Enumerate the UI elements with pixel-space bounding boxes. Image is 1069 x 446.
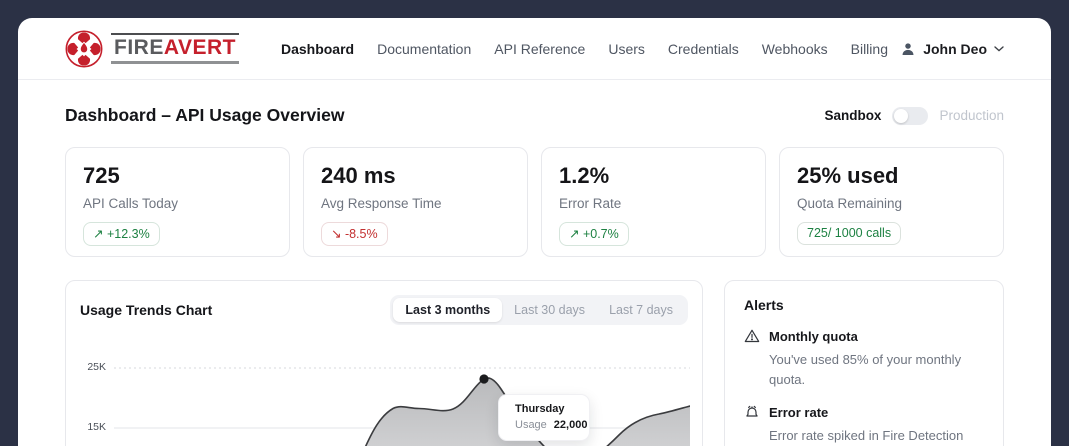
range-last-7-days[interactable]: Last 7 days: [597, 298, 685, 322]
environment-switcher: Sandbox Production: [824, 106, 1004, 125]
alert-description: Error rate spiked in Fire Detection API …: [769, 428, 964, 443]
tooltip-day: Thursday: [515, 403, 565, 415]
alert-description: You've used 85% of your monthly quota.: [769, 352, 962, 387]
alert-title: Error rate: [769, 404, 829, 420]
range-last-30-days[interactable]: Last 30 days: [502, 298, 597, 322]
nav-item-users[interactable]: Users: [608, 40, 645, 57]
dashboard-content: Dashboard – API Usage Overview Sandbox P…: [18, 105, 1051, 446]
stat-label: Avg Response Time: [321, 196, 442, 211]
fireavert-cross-flame-icon: [65, 30, 103, 67]
stat-value: 1.2%: [559, 163, 610, 188]
top-navigation-bar: FIREAVERT Dashboard Documentation API Re…: [18, 18, 1051, 80]
stat-label: Quota Remaining: [797, 196, 903, 211]
alerts-title: Alerts: [744, 297, 784, 313]
stat-card-quota: 25% used Quota Remaining 725/ 1000 calls: [779, 147, 1004, 257]
chart-title: Usage Trends Chart: [80, 302, 213, 318]
usage-line: [364, 377, 690, 446]
user-name: John Deo: [923, 40, 987, 57]
stat-card-error-rate: 1.2% Error Rate ↗ +0.7%: [541, 147, 766, 257]
main-nav: Dashboard Documentation API Reference Us…: [281, 41, 888, 57]
alert-error-rate: Error rate Error rate spiked in Fire Det…: [744, 404, 984, 446]
wordmark-avert: AVERT: [163, 36, 236, 60]
chart-tooltip: Thursday Usage 22,000: [498, 394, 590, 441]
usage-area-chart-svg: [114, 367, 690, 446]
usage-area-fill: [365, 378, 690, 446]
stat-card-row: 725 API Calls Today ↗ +12.3% 240 ms Avg …: [65, 147, 1004, 257]
alert-monthly-quota: Monthly quota You've used 85% of your mo…: [744, 328, 984, 389]
page-title: Dashboard – API Usage Overview: [65, 105, 345, 125]
stat-card-api-calls: 725 API Calls Today ↗ +12.3%: [65, 147, 290, 257]
quota-badge: 725/ 1000 calls: [797, 222, 902, 245]
fireavert-wordmark: FIREAVERT: [111, 33, 239, 64]
range-last-3-months[interactable]: Last 3 months: [393, 298, 503, 322]
env-toggle[interactable]: [892, 106, 929, 125]
stat-card-response-time: 240 ms Avg Response Time ↘ -8.5%: [303, 147, 528, 257]
trend-badge: ↗ +12.3%: [83, 222, 160, 246]
trend-badge: ↗ +0.7%: [559, 222, 629, 246]
alerts-panel: Alerts Monthly quota You've used 85% of …: [724, 280, 1004, 446]
alert-title: Monthly quota: [769, 328, 858, 344]
user-menu[interactable]: John Deo: [900, 41, 1004, 57]
time-range-segmented-control: Last 3 months Last 30 days Last 7 days: [390, 295, 688, 325]
tooltip-metric-label: Usage: [515, 419, 547, 431]
nav-item-billing[interactable]: Billing: [850, 40, 888, 57]
usage-trends-chart[interactable]: 25K 15K: [80, 338, 690, 446]
stat-label: Error Rate: [559, 196, 622, 211]
y-axis-tick-15k: 15K: [87, 421, 106, 433]
fireavert-logo[interactable]: FIREAVERT: [65, 30, 239, 68]
highlighted-data-point: [479, 374, 489, 384]
nav-item-credentials[interactable]: Credentials: [667, 40, 739, 57]
nav-item-api-reference[interactable]: API Reference: [494, 40, 586, 57]
warning-triangle-icon: [744, 329, 760, 343]
alarm-bell-icon: [746, 405, 758, 417]
nav-item-documentation[interactable]: Documentation: [377, 40, 472, 57]
trend-badge: ↘ -8.5%: [321, 222, 388, 246]
nav-item-dashboard[interactable]: Dashboard: [280, 40, 355, 57]
tooltip-value: 22,000: [553, 419, 588, 431]
user-avatar-icon: [902, 42, 914, 55]
production-label: Production: [939, 108, 1004, 123]
stat-value: 25% used: [797, 163, 899, 188]
usage-trends-card: Usage Trends Chart Last 3 months Last 30…: [65, 280, 703, 446]
env-toggle-knob: [894, 108, 909, 123]
sandbox-label: Sandbox: [824, 108, 882, 123]
chevron-down-icon: [994, 45, 1004, 52]
stat-value: 240 ms: [321, 163, 396, 188]
stat-value: 725: [83, 163, 120, 188]
stat-label: API Calls Today: [83, 196, 179, 211]
nav-item-webhooks[interactable]: Webhooks: [761, 40, 828, 57]
app-window: FIREAVERT Dashboard Documentation API Re…: [18, 18, 1051, 446]
wordmark-fire: FIRE: [114, 36, 164, 60]
y-axis-tick-25k: 25K: [87, 361, 106, 373]
